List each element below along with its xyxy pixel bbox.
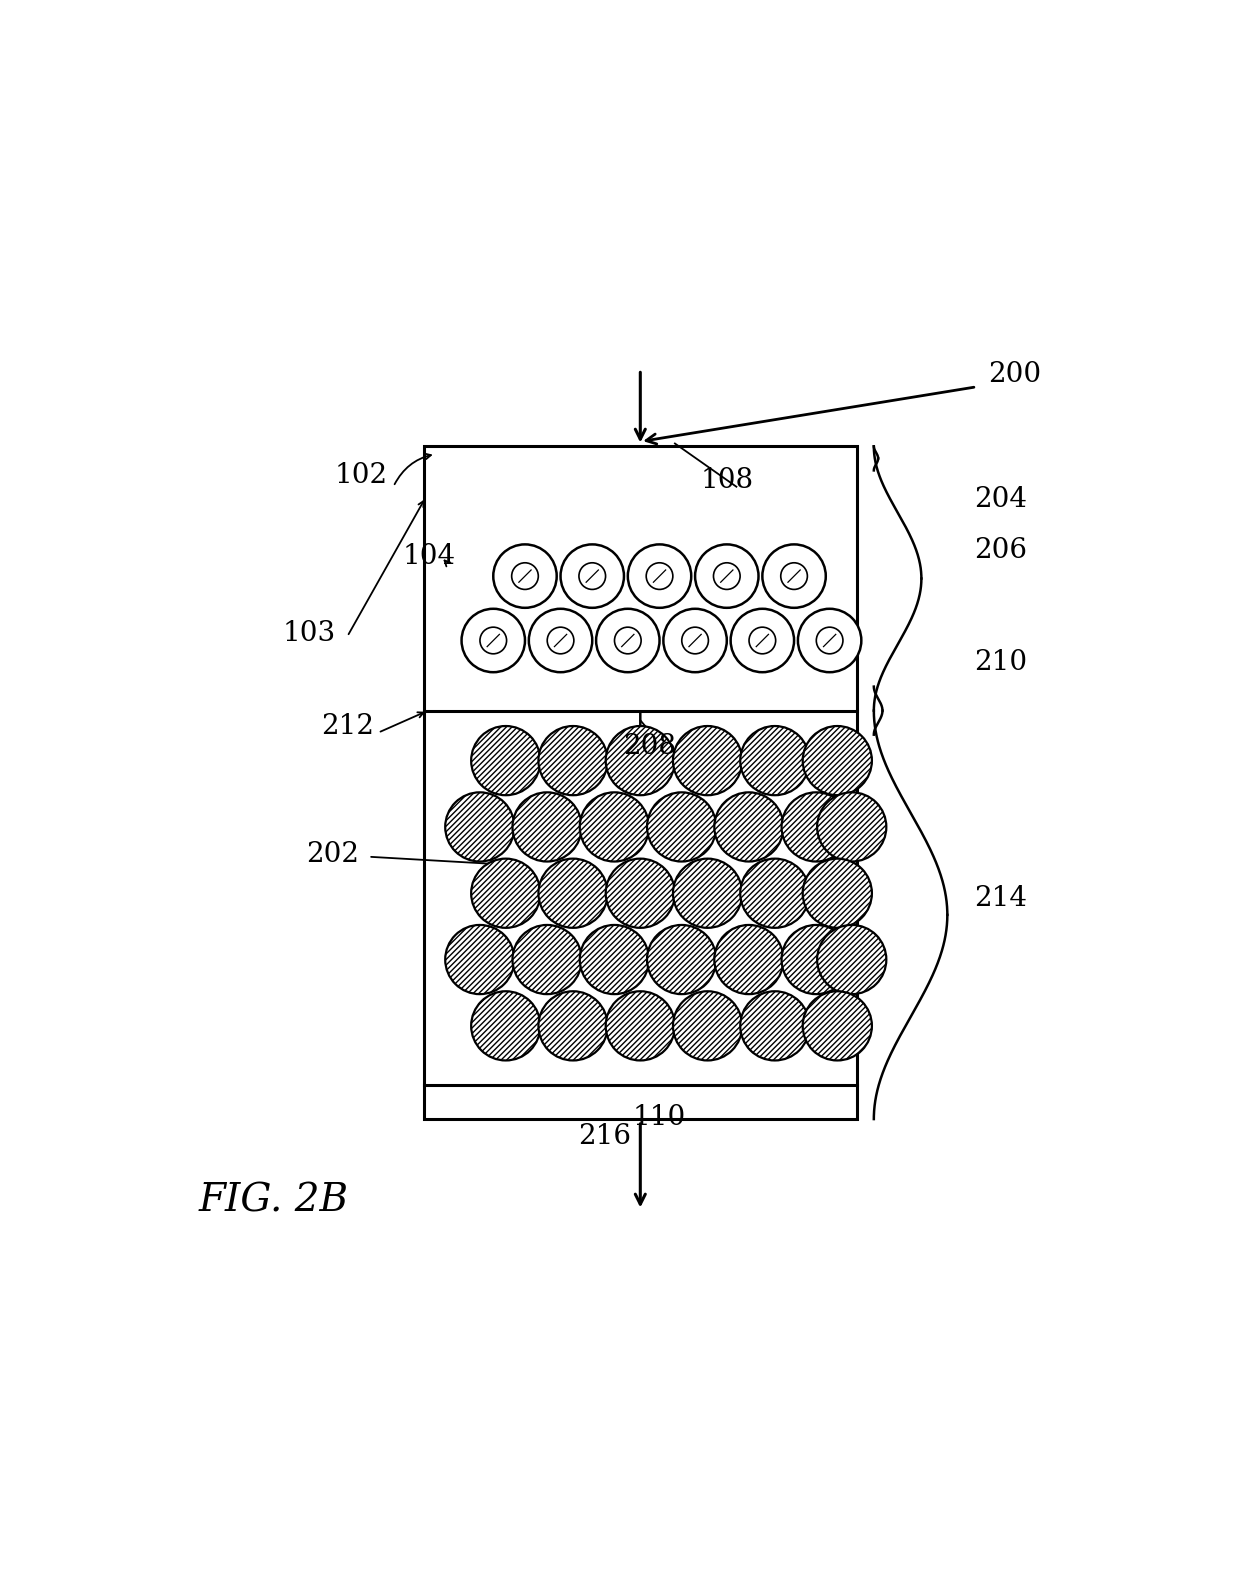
Circle shape [781, 792, 851, 862]
Text: 102: 102 [335, 462, 388, 489]
Circle shape [781, 924, 851, 994]
Text: 214: 214 [975, 885, 1027, 912]
Circle shape [605, 726, 675, 796]
Text: 208: 208 [624, 732, 676, 759]
Text: 110: 110 [632, 1104, 686, 1131]
Circle shape [647, 792, 717, 862]
Circle shape [480, 627, 507, 654]
Circle shape [538, 726, 608, 796]
Circle shape [673, 859, 743, 927]
Circle shape [663, 608, 727, 672]
Circle shape [580, 924, 649, 994]
Circle shape [646, 562, 673, 589]
Circle shape [538, 991, 608, 1061]
Circle shape [494, 545, 557, 608]
Circle shape [797, 608, 862, 672]
Circle shape [673, 991, 743, 1061]
Circle shape [802, 726, 872, 796]
Circle shape [512, 924, 582, 994]
Text: 104: 104 [402, 543, 455, 570]
Circle shape [713, 562, 740, 589]
Circle shape [816, 627, 843, 654]
Circle shape [817, 924, 887, 994]
Circle shape [802, 859, 872, 927]
Circle shape [714, 924, 784, 994]
Circle shape [512, 562, 538, 589]
Circle shape [445, 924, 515, 994]
Circle shape [461, 608, 525, 672]
Circle shape [781, 562, 807, 589]
Circle shape [647, 924, 717, 994]
Bar [424, 446, 857, 1120]
Circle shape [471, 726, 541, 796]
Circle shape [547, 627, 574, 654]
Circle shape [579, 562, 605, 589]
Circle shape [512, 792, 582, 862]
Circle shape [696, 545, 759, 608]
Text: 206: 206 [975, 537, 1027, 564]
Text: FIG. 2B: FIG. 2B [198, 1181, 348, 1220]
Circle shape [740, 726, 810, 796]
Text: 210: 210 [975, 649, 1027, 676]
Circle shape [749, 627, 776, 654]
Circle shape [817, 792, 887, 862]
Circle shape [682, 627, 708, 654]
Circle shape [730, 608, 794, 672]
Circle shape [615, 627, 641, 654]
Circle shape [538, 859, 608, 927]
Circle shape [596, 608, 660, 672]
Circle shape [714, 792, 784, 862]
Circle shape [580, 792, 649, 862]
Circle shape [673, 726, 743, 796]
Circle shape [763, 545, 826, 608]
Text: 202: 202 [306, 842, 360, 869]
Text: 103: 103 [283, 621, 335, 648]
Text: 212: 212 [321, 713, 373, 740]
Text: 108: 108 [701, 467, 754, 494]
Circle shape [740, 991, 810, 1061]
Circle shape [471, 859, 541, 927]
Circle shape [605, 991, 675, 1061]
Text: 204: 204 [975, 486, 1027, 513]
Circle shape [471, 991, 541, 1061]
Circle shape [445, 792, 515, 862]
Circle shape [605, 859, 675, 927]
Circle shape [560, 545, 624, 608]
Circle shape [740, 859, 810, 927]
Text: 200: 200 [988, 360, 1042, 387]
Text: 216: 216 [578, 1123, 631, 1150]
Circle shape [802, 991, 872, 1061]
Circle shape [627, 545, 691, 608]
Circle shape [528, 608, 593, 672]
